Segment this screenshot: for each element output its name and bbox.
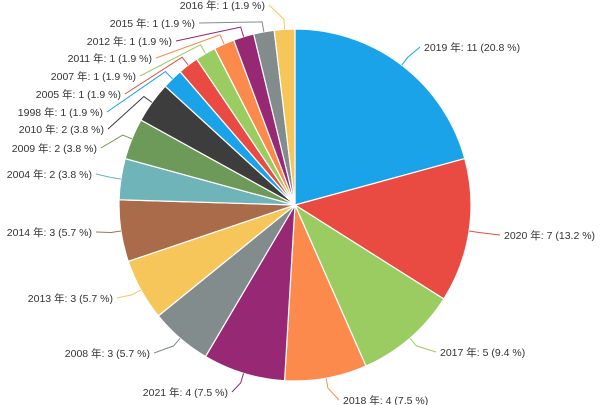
label-leader-line [95,173,122,180]
slice-label: 2008 年: 3 (5.7 %) [65,347,150,360]
label-leader-line [401,46,421,66]
label-leader-line [325,378,340,401]
pie-slice[interactable] [294,28,466,206]
slice-label: 2020 年: 7 (13.2 %) [504,229,595,242]
slice-label: 2005 年: 1 (1.9 %) [36,88,121,101]
slice-label: 2019 年: 11 (20.8 %) [424,41,520,54]
label-leader-line [95,230,122,233]
slice-label: 2014 年: 3 (5.7 %) [7,226,92,239]
slice-label: 2012 年: 1 (1.9 %) [87,35,172,48]
slice-label: 2015 年: 1 (1.9 %) [110,17,195,30]
slice-label: 2007 年: 1 (1.9 %) [51,70,136,83]
label-leader-line [409,337,437,353]
label-leader-line [155,34,225,59]
label-leader-line [139,44,206,77]
label-leader-line [468,230,501,236]
label-leader-line [175,26,245,42]
label-leader-line [100,134,133,149]
slice-label: 2004 年: 2 (3.8 %) [7,168,92,181]
slice-labels: 2019 年: 11 (20.8 %) 2020 年: 7 (13.2 %) 201… [7,0,595,405]
slice-label: 2016 年: 1 (1.9 %) [180,0,265,12]
slice-label: 1998 年: 1 (1.9 %) [18,106,103,119]
label-leaders [95,4,501,401]
pie-slices [118,28,472,382]
label-leader-line [116,289,142,299]
label-leader-line [124,56,189,95]
slice-label: 2010 年: 2 (3.8 %) [19,123,104,136]
slice-label: 2009 年: 2 (3.8 %) [12,142,97,155]
slice-label: 2011 年: 1 (1.9 %) [68,52,152,65]
slice-label: 2021 年: 4 (7.5 %) [143,386,228,399]
label-leader-line [153,337,181,354]
slice-label: 2018 年: 4 (7.5 %) [343,394,428,405]
label-leader-line [107,95,153,130]
label-leader-line [106,70,173,113]
label-leader-line [198,21,265,32]
label-leader-line [231,373,245,393]
slice-label: 2017 年: 5 (9.4 %) [440,346,525,359]
slice-label: 2013 年: 3 (5.7 %) [28,292,113,305]
label-leader-line [268,4,286,30]
